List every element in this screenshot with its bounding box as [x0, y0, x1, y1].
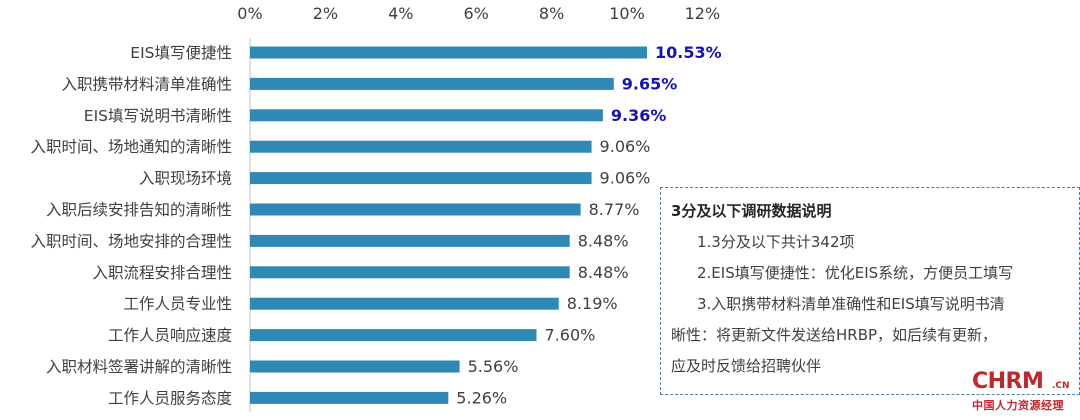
bar	[250, 140, 592, 153]
x-tick-label: 6%	[464, 4, 489, 23]
data-label: 10.53%	[655, 43, 722, 62]
x-tick-label: 0%	[237, 4, 262, 23]
data-label: 8.19%	[567, 294, 618, 313]
bar	[250, 203, 581, 216]
bar	[250, 46, 647, 59]
x-tick-label: 4%	[388, 4, 413, 23]
category-label: 入职携带材料清单准确性	[61, 75, 232, 93]
logo-suffix: .CN	[1052, 381, 1070, 391]
category-label: 入职时间、场地安排的合理性	[30, 232, 232, 250]
category-label: 工作人员响应速度	[108, 326, 232, 345]
data-label: 5.56%	[468, 357, 519, 376]
category-label: 入职后续安排告知的清晰性	[46, 201, 232, 219]
category-label: 入职流程安排合理性	[92, 264, 232, 282]
x-tick-label: 10%	[609, 4, 645, 23]
note-line-3: 3.入职携带材料清单准确性和EIS填写说明书清	[697, 295, 1005, 313]
data-label: 8.48%	[578, 231, 629, 250]
x-tick-label: 2%	[313, 4, 338, 23]
note-line-3-end: 应及时反馈给招聘伙伴	[671, 357, 822, 375]
category-label: 入职现场环境	[139, 169, 232, 188]
category-label: 工作人员服务态度	[108, 389, 232, 407]
data-label: 9.65%	[622, 74, 678, 93]
data-label: 7.60%	[545, 326, 596, 345]
bar	[250, 329, 537, 342]
bar	[250, 77, 614, 90]
category-label: 入职时间、场地通知的清晰性	[30, 138, 232, 156]
note-line-1: 1.3分及以下共计342项	[697, 233, 855, 251]
survey-note-box: 3分及以下调研数据说明 1.3分及以下共计342项 2.EIS填写便捷性：优化E…	[660, 187, 1080, 395]
chrm-logo: CHRM .CN 中国人力资源经理	[972, 369, 1080, 420]
bar	[250, 360, 460, 373]
category-label: EIS填写便捷性	[130, 44, 232, 62]
note-line-2: 2.EIS填写便捷性：优化EIS系统，方便员工填写	[697, 264, 1014, 282]
note-line-3-continued: 晰性：将更新文件发送给HRBP，如后续有更新，	[671, 326, 998, 344]
category-label: 工作人员专业性	[123, 295, 232, 313]
note-title: 3分及以下调研数据说明	[671, 202, 832, 220]
bar	[250, 266, 570, 279]
data-label: 8.77%	[589, 200, 640, 219]
data-label: 9.06%	[600, 169, 651, 188]
bar	[250, 391, 449, 404]
category-label: 入职材料签署讲解的清晰性	[46, 358, 232, 376]
bar	[250, 109, 603, 122]
data-label: 8.48%	[578, 263, 629, 282]
bar	[250, 234, 570, 247]
data-label: 9.36%	[611, 106, 667, 125]
category-label: EIS填写说明书清晰性	[84, 107, 232, 125]
data-label: 9.06%	[600, 137, 651, 156]
bar	[250, 172, 592, 185]
bar	[250, 297, 559, 310]
data-label: 5.26%	[456, 388, 507, 407]
logo-subtitle: 中国人力资源经理	[972, 399, 1064, 412]
logo-wordmark: CHRM	[972, 369, 1044, 394]
x-tick-label: 12%	[685, 4, 721, 23]
x-tick-label: 8%	[539, 4, 564, 23]
